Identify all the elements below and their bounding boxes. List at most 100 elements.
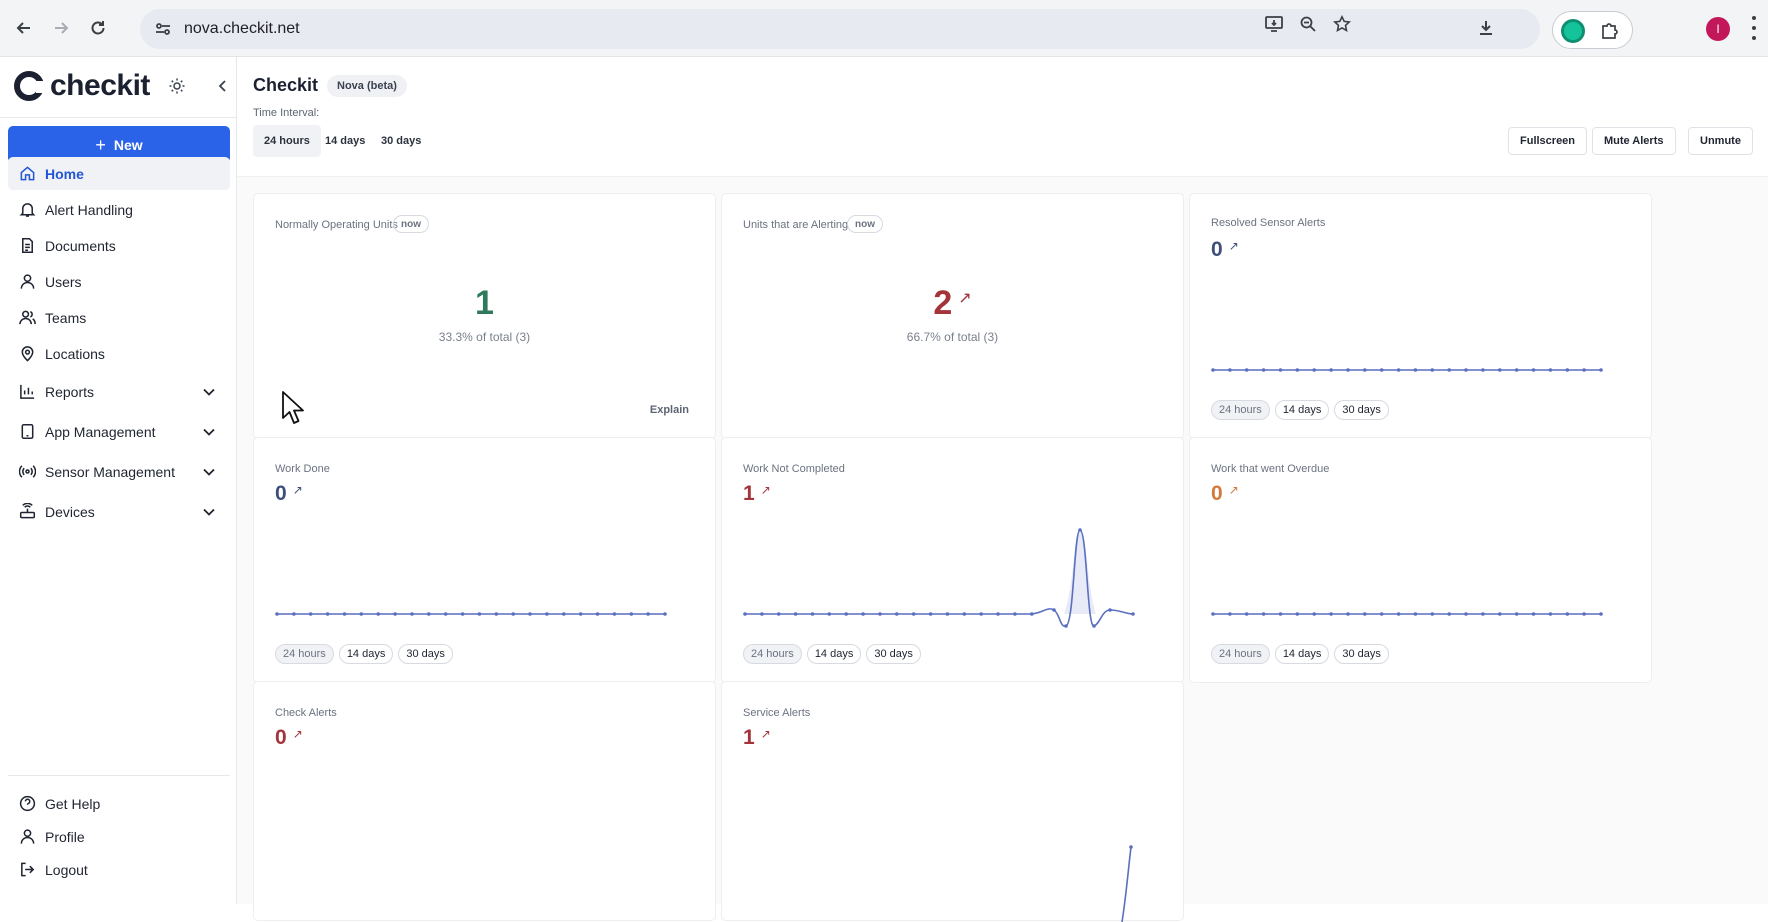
card-value[interactable]: 2 ↗: [722, 284, 1183, 323]
sidebar-item-teams[interactable]: Teams: [8, 301, 230, 334]
chip-24-hours[interactable]: 24 hours: [1211, 400, 1270, 420]
checkit-logo[interactable]: checkit: [14, 69, 150, 103]
card-value[interactable]: 0 ↗: [1211, 238, 1239, 262]
chevron-down-icon[interactable]: [202, 385, 216, 399]
interval-tab-30-days[interactable]: 30 days: [381, 135, 422, 147]
sparkline-point: [1329, 368, 1333, 372]
chevron-down-icon[interactable]: [202, 505, 216, 519]
logout-icon: [21, 862, 35, 877]
broadcast-icon: [19, 465, 36, 478]
sidebar-item-documents[interactable]: Documents: [8, 229, 230, 262]
grammarly-icon[interactable]: [1561, 19, 1585, 43]
main-content: Checkit Nova (beta) Time Interval: 24 ho…: [237, 57, 1768, 922]
sparkline-point: [612, 612, 617, 616]
chip-14-days[interactable]: 14 days: [1274, 644, 1330, 664]
sparkline-point: [1064, 624, 1068, 628]
chip-14-days[interactable]: 14 days: [1274, 400, 1330, 420]
sparkline-point: [1312, 612, 1316, 616]
reload-icon[interactable]: [84, 14, 112, 42]
profile-avatar[interactable]: I: [1706, 17, 1730, 41]
card-value[interactable]: 1 ↗: [743, 726, 771, 750]
chip-24-hours[interactable]: 24 hours: [275, 644, 334, 664]
value-text: 0: [1211, 238, 1223, 261]
address-bar[interactable]: nova.checkit.net: [140, 9, 1540, 49]
mute-alerts-button[interactable]: Mute Alerts: [1592, 127, 1676, 155]
sidebar-item-app-management[interactable]: App Management: [8, 415, 230, 448]
sidebar-item-home[interactable]: Home: [8, 157, 230, 190]
extensions-puzzle-icon[interactable]: [1599, 19, 1623, 43]
theme-sun-icon[interactable]: [168, 77, 186, 95]
card-value[interactable]: 1: [254, 284, 715, 323]
sparkline-point: [1413, 612, 1418, 616]
chip-24-hours[interactable]: 24 hours: [1211, 644, 1270, 664]
explain-button[interactable]: Explain: [649, 404, 689, 416]
sidebar-item-sensor-management[interactable]: Sensor Management: [8, 455, 230, 488]
sidebar-item-get-help[interactable]: Get Help: [8, 787, 230, 820]
sparkline-point: [1413, 368, 1418, 372]
sidebar-item-profile[interactable]: Profile: [8, 820, 230, 853]
sidebar-item-label: Sensor Management: [45, 463, 175, 480]
sparkline: [743, 528, 1135, 628]
bookmark-star-icon[interactable]: [1328, 10, 1356, 38]
card-value[interactable]: 0 ↗: [275, 726, 303, 750]
card-value[interactable]: 1 ↗: [743, 482, 771, 506]
interval-tab-14-days[interactable]: 14 days: [325, 135, 366, 147]
sparkline: [1211, 612, 1603, 616]
sidebar-item-alert-handling[interactable]: Alert Handling: [8, 193, 230, 226]
sidebar-item-label: Reports: [45, 383, 95, 400]
chip-14-days[interactable]: 14 days: [338, 644, 394, 664]
card-service-alerts: Service Alerts 1 ↗: [721, 681, 1184, 922]
forward-icon[interactable]: [47, 14, 75, 42]
sparkline-point: [578, 612, 583, 616]
sidebar-item-devices[interactable]: Devices: [8, 495, 230, 528]
sparkline-point: [1078, 528, 1082, 532]
chip-30-days[interactable]: 30 days: [1334, 400, 1389, 420]
sparkline-path: [1121, 846, 1132, 922]
browser-menu-icon[interactable]: [1750, 16, 1758, 40]
sparkline-point: [1565, 368, 1570, 372]
sparkline-point: [1565, 612, 1570, 616]
sparkline-point: [827, 612, 832, 616]
zoom-icon[interactable]: [1294, 10, 1322, 38]
chip-14-days[interactable]: 14 days: [806, 644, 862, 664]
sidebar-item-reports[interactable]: Reports: [8, 375, 230, 408]
sidebar-item-logout[interactable]: Logout: [8, 853, 230, 886]
interval-tab-24-hours[interactable]: 24 hours: [253, 125, 321, 157]
sparkline-point: [1396, 612, 1401, 616]
document-icon: [22, 237, 33, 254]
sparkline-point: [1131, 612, 1135, 616]
sparkline-point: [979, 612, 983, 616]
card-value[interactable]: 0 ↗: [275, 482, 303, 506]
sparkline-point: [1531, 368, 1536, 372]
downloads-icon[interactable]: [1472, 14, 1500, 42]
new-button[interactable]: + New: [8, 126, 230, 163]
collapse-sidebar-icon[interactable]: [216, 79, 230, 93]
chip-30-days[interactable]: 30 days: [866, 644, 921, 664]
page-title: Checkit: [253, 75, 319, 95]
sparkline-point: [1261, 612, 1266, 616]
install-app-icon[interactable]: [1260, 10, 1288, 38]
unmute-button[interactable]: Unmute: [1688, 127, 1753, 155]
card-value[interactable]: 0 ↗: [1211, 482, 1239, 506]
sparkline-point: [895, 612, 899, 616]
back-icon[interactable]: [10, 14, 38, 42]
chip-30-days[interactable]: 30 days: [1334, 644, 1389, 664]
sparkline-point: [1379, 612, 1384, 616]
chip-24-hours[interactable]: 24 hours: [743, 644, 802, 664]
chevron-down-icon[interactable]: [202, 465, 216, 479]
sparkline-point: [1013, 612, 1017, 616]
now-badge: now: [847, 215, 883, 233]
site-settings-icon[interactable]: [154, 20, 172, 38]
chip-30-days[interactable]: 30 days: [398, 644, 453, 664]
router-icon: [19, 503, 36, 519]
sparkline-point: [1531, 612, 1536, 616]
sparkline-point: [1278, 368, 1283, 372]
chevron-down-icon[interactable]: [202, 425, 216, 439]
fullscreen-button[interactable]: Fullscreen: [1508, 127, 1588, 155]
sparkline-point: [292, 612, 296, 616]
browser-toolbar: nova.checkit.net I: [0, 0, 1768, 57]
sidebar-item-locations[interactable]: Locations: [8, 337, 230, 370]
sparkline-point: [1548, 612, 1553, 616]
sparkline-point: [427, 612, 431, 616]
sidebar-item-users[interactable]: Users: [8, 265, 230, 298]
